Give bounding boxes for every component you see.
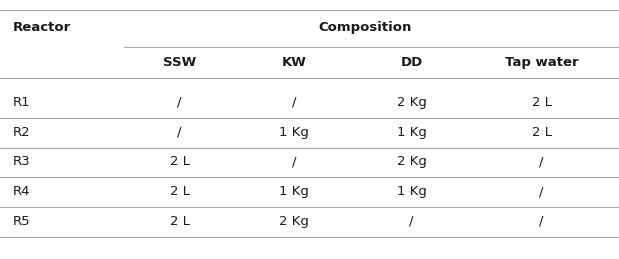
Text: 2 Kg: 2 Kg [397, 155, 426, 168]
Text: 1 Kg: 1 Kg [279, 126, 309, 139]
Text: /: / [539, 215, 544, 228]
Text: /: / [177, 126, 182, 139]
Text: 1 Kg: 1 Kg [279, 185, 309, 198]
Text: 2 Kg: 2 Kg [397, 96, 426, 109]
Text: 2 L: 2 L [532, 96, 552, 109]
Text: Composition: Composition [319, 21, 412, 34]
Text: 2 Kg: 2 Kg [279, 215, 309, 228]
Text: R3: R3 [12, 155, 30, 168]
Text: /: / [409, 215, 414, 228]
Text: 2 L: 2 L [532, 126, 552, 139]
Text: 2 L: 2 L [170, 215, 189, 228]
Text: R5: R5 [12, 215, 30, 228]
Text: /: / [292, 155, 297, 168]
Text: R2: R2 [12, 126, 30, 139]
Text: Tap water: Tap water [505, 56, 578, 69]
Text: /: / [177, 96, 182, 109]
Text: 2 L: 2 L [170, 155, 189, 168]
Text: /: / [539, 185, 544, 198]
Text: R4: R4 [12, 185, 30, 198]
Text: /: / [539, 155, 544, 168]
Text: 1 Kg: 1 Kg [397, 126, 426, 139]
Text: 1 Kg: 1 Kg [397, 185, 426, 198]
Text: R1: R1 [12, 96, 30, 109]
Text: /: / [292, 96, 297, 109]
Text: 2 L: 2 L [170, 185, 189, 198]
Text: DD: DD [400, 56, 423, 69]
Text: KW: KW [282, 56, 306, 69]
Text: Reactor: Reactor [12, 21, 71, 34]
Text: SSW: SSW [163, 56, 196, 69]
